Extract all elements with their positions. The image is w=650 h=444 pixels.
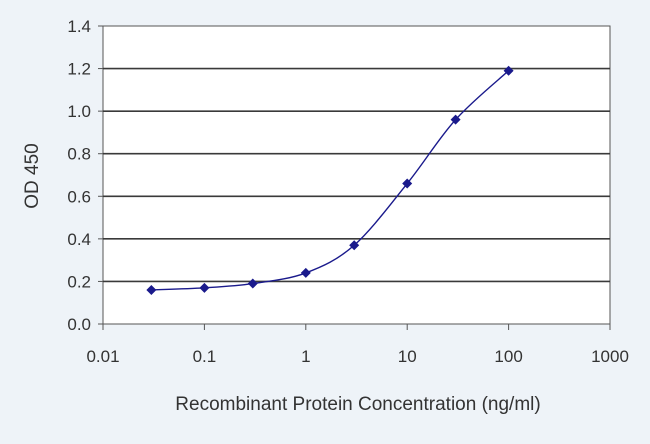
data-point (503, 65, 514, 76)
x-tick-label: 0.01 (86, 347, 119, 366)
data-point (349, 240, 360, 251)
x-axis-label: Recombinant Protein Concentration (ng/ml… (175, 394, 540, 415)
y-tick-label: 0.0 (67, 315, 91, 334)
x-tick-label: 1 (301, 347, 310, 366)
data-point (402, 178, 413, 189)
plot-area (102, 25, 611, 325)
y-tick-label: 0.8 (67, 145, 91, 164)
x-tick-label: 10 (398, 347, 417, 366)
data-point (450, 114, 461, 125)
data-point (146, 284, 157, 295)
y-tick-label: 1.2 (67, 60, 91, 79)
y-tick-label: 1.4 (67, 17, 91, 36)
x-tick-label: 0.1 (193, 347, 217, 366)
axes: 0.0 0.2 0.4 0.6 0.8 1.0 1.2 1.4 0.01 0.1 1 10 100 100… (67, 17, 629, 366)
data-point (247, 278, 258, 289)
data-series (146, 65, 514, 295)
y-tick-label: 0.4 (67, 230, 91, 249)
y-tick-label: 0.2 (67, 272, 91, 291)
grid-lines (103, 67, 610, 283)
y-tick-label: 0.6 (67, 187, 91, 206)
y-axis-label: OD 450 (22, 143, 43, 208)
data-point (300, 267, 311, 278)
data-point (199, 282, 210, 293)
x-tick-label: 100 (494, 347, 522, 366)
x-tick-label: 1000 (591, 347, 629, 366)
y-tick-label: 1.0 (67, 102, 91, 121)
